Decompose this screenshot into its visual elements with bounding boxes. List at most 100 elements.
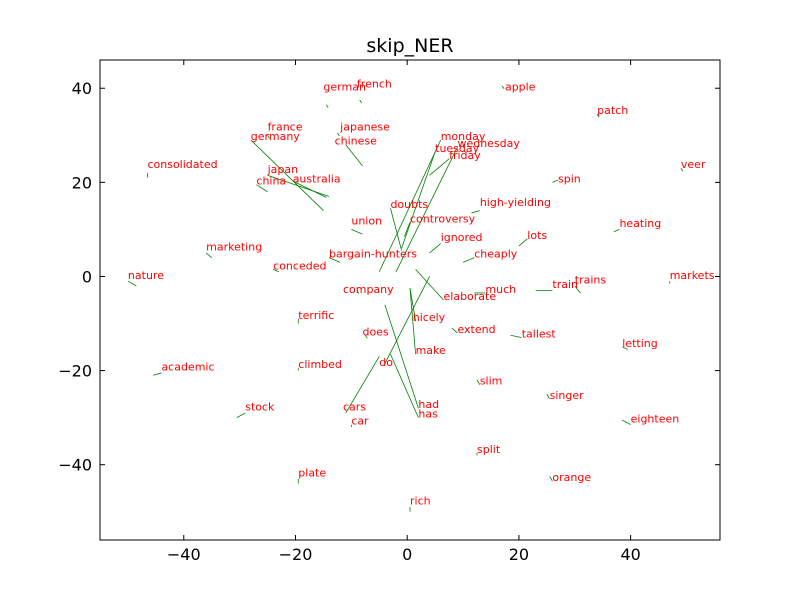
word-arrow <box>328 257 341 263</box>
word-label: does <box>363 325 389 338</box>
word-label: much <box>485 283 516 296</box>
y-tick-label: −40 <box>58 456 92 475</box>
word-arrow <box>409 288 416 322</box>
y-tick-label: 20 <box>72 173 92 192</box>
word-arrow <box>295 181 327 198</box>
word-label: train <box>552 278 578 291</box>
word-arrow <box>401 151 436 249</box>
word-arrow <box>384 276 430 364</box>
word-arrow <box>404 222 411 237</box>
chart-title: skip_NER <box>366 35 453 57</box>
word-label: make <box>416 344 446 357</box>
word-label: do <box>379 356 393 369</box>
word-label: trains <box>575 274 607 287</box>
word-label: france <box>268 121 303 134</box>
word-arrow <box>378 139 442 272</box>
word-label: hicely <box>413 311 446 324</box>
word-label: markets <box>670 269 715 282</box>
word-label: veer <box>681 158 706 171</box>
word-label: union <box>351 215 382 228</box>
word-label: doubts <box>390 198 428 211</box>
word-arrow <box>256 184 268 193</box>
word-label: monday <box>441 130 486 143</box>
word-label: japan <box>267 163 299 176</box>
word-label: germany <box>251 130 301 143</box>
word-arrow <box>356 290 360 294</box>
word-arrow <box>415 269 444 301</box>
word-label: patch <box>597 104 628 117</box>
word-label: split <box>477 443 501 456</box>
word-arrow <box>337 132 340 137</box>
word-label: ignored <box>441 231 483 244</box>
word-label: german <box>323 81 366 94</box>
word-arrow <box>409 288 416 355</box>
word-label: company <box>343 283 394 296</box>
x-tick-label: −20 <box>279 545 313 564</box>
word-label: marketing <box>206 241 262 254</box>
word-arrow <box>510 334 522 339</box>
word-label: orange <box>552 471 591 484</box>
word-label: lots <box>527 229 547 242</box>
word-label: spin <box>558 172 581 185</box>
word-arrow <box>345 144 363 167</box>
word-label: tuesday <box>435 142 480 155</box>
word-arrow <box>552 179 559 183</box>
word-label: has <box>418 408 438 421</box>
word-arrow <box>471 210 480 214</box>
word-arrow <box>451 327 458 334</box>
word-label: nature <box>128 269 164 282</box>
word-label: had <box>418 398 439 411</box>
word-label: high-yielding <box>480 196 551 209</box>
word-label: slim <box>480 375 503 388</box>
word-arrow <box>152 372 162 376</box>
word-arrow <box>476 379 481 385</box>
word-label: wednesday <box>457 137 520 150</box>
word-arrow <box>325 104 329 108</box>
word-arrow <box>351 229 363 235</box>
word-arrow <box>267 174 330 197</box>
word-label: academic <box>161 361 214 374</box>
word-label: eighteen <box>631 412 680 425</box>
word-label: chinese <box>335 135 378 148</box>
word-arrow <box>384 304 419 409</box>
word-label: bargain-hunters <box>329 248 417 261</box>
word-label: extend <box>457 323 495 336</box>
word-arrow <box>622 346 628 350</box>
word-arrow <box>395 146 458 272</box>
word-label: cars <box>343 401 366 414</box>
word-arrow <box>250 139 324 211</box>
x-tick-label: 40 <box>620 545 640 564</box>
word-arrow <box>546 393 550 400</box>
word-label: terrific <box>298 309 334 322</box>
word-label: elaborate <box>444 290 497 303</box>
ticks-layer: −40 −20 0 20 40 40 20 0 −20 −40 <box>58 60 720 564</box>
word-arrow <box>549 476 553 482</box>
x-tick-label: 20 <box>509 545 529 564</box>
word-label: controversy <box>410 212 476 225</box>
plot-area <box>99 59 721 541</box>
word-arrow <box>390 353 419 418</box>
word-arrow <box>429 158 450 176</box>
word-arrow <box>127 280 137 287</box>
word-label: french <box>357 77 392 90</box>
word-label: japanese <box>339 121 390 134</box>
x-tick-label: −40 <box>167 545 201 564</box>
x-tick-label: 0 <box>402 545 412 564</box>
word-label: climbed <box>298 358 342 371</box>
word-arrow <box>680 168 684 172</box>
word-label: australia <box>293 172 341 185</box>
word-label: apple <box>505 81 536 94</box>
word-label: stock <box>245 401 275 414</box>
word-arrow <box>596 113 600 118</box>
word-label: china <box>256 175 286 188</box>
word-arrow <box>613 229 620 233</box>
word-label: car <box>351 415 369 428</box>
word-arrow <box>390 208 403 251</box>
word-label: tallest <box>522 328 557 341</box>
word-arrow <box>345 356 380 414</box>
arrows-layer <box>127 85 684 512</box>
y-tick-label: −20 <box>58 362 92 381</box>
